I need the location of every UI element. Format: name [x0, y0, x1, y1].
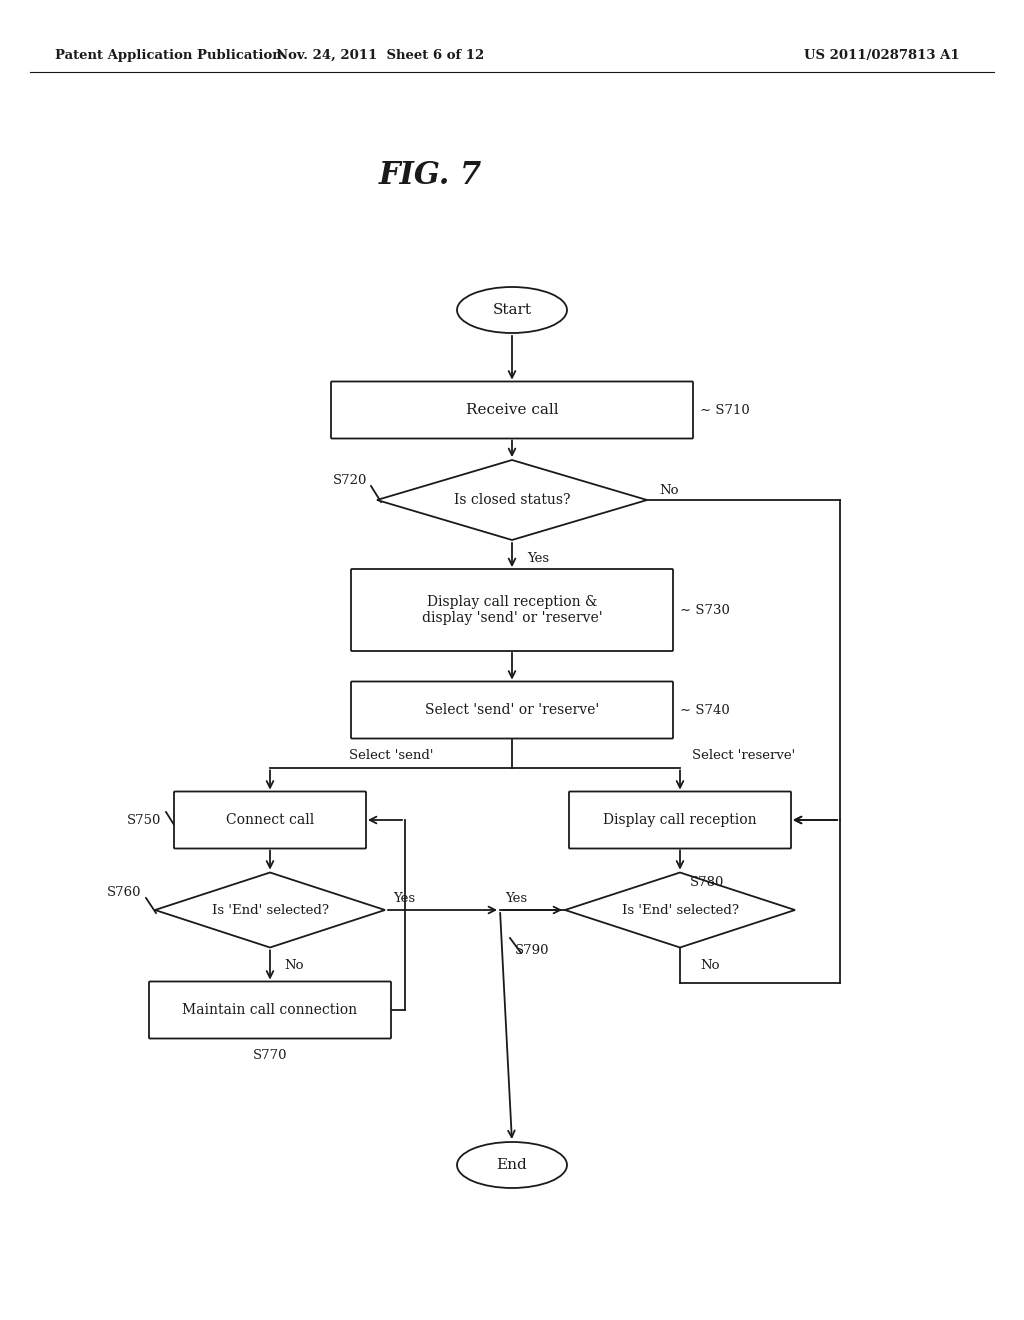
Text: US 2011/0287813 A1: US 2011/0287813 A1 — [805, 49, 961, 62]
Text: Connect call: Connect call — [226, 813, 314, 828]
Text: No: No — [700, 960, 720, 972]
Text: S720: S720 — [333, 474, 367, 487]
Text: FIG. 7: FIG. 7 — [379, 160, 481, 190]
Text: End: End — [497, 1158, 527, 1172]
Text: Yes: Yes — [505, 891, 527, 904]
Text: S780: S780 — [690, 875, 724, 888]
FancyBboxPatch shape — [331, 381, 693, 438]
Text: No: No — [659, 483, 679, 496]
Polygon shape — [377, 459, 647, 540]
Ellipse shape — [457, 286, 567, 333]
Text: ∼ S740: ∼ S740 — [680, 704, 730, 717]
Ellipse shape — [457, 1142, 567, 1188]
FancyBboxPatch shape — [569, 792, 791, 849]
Text: Display call reception &
display 'send' or 'reserve': Display call reception & display 'send' … — [422, 595, 602, 626]
Text: Select 'reserve': Select 'reserve' — [692, 748, 796, 762]
Text: Is 'End' selected?: Is 'End' selected? — [212, 903, 329, 916]
Polygon shape — [155, 873, 385, 948]
Text: Nov. 24, 2011  Sheet 6 of 12: Nov. 24, 2011 Sheet 6 of 12 — [275, 49, 484, 62]
Text: Patent Application Publication: Patent Application Publication — [55, 49, 282, 62]
Text: ∼ S710: ∼ S710 — [700, 404, 750, 417]
Text: Start: Start — [493, 304, 531, 317]
Text: Display call reception: Display call reception — [603, 813, 757, 828]
Text: Yes: Yes — [527, 552, 549, 565]
Text: Select 'send': Select 'send' — [349, 748, 433, 762]
FancyBboxPatch shape — [351, 569, 673, 651]
Text: S750: S750 — [127, 813, 161, 826]
Text: S770: S770 — [253, 1049, 288, 1063]
Text: Is closed status?: Is closed status? — [454, 492, 570, 507]
Text: No: No — [284, 960, 303, 972]
Text: Select 'send' or 'reserve': Select 'send' or 'reserve' — [425, 704, 599, 717]
FancyBboxPatch shape — [351, 681, 673, 738]
Text: ∼ S730: ∼ S730 — [680, 603, 730, 616]
Text: Yes: Yes — [393, 891, 415, 904]
FancyBboxPatch shape — [174, 792, 366, 849]
Polygon shape — [565, 873, 795, 948]
FancyBboxPatch shape — [150, 982, 391, 1039]
Text: Receive call: Receive call — [466, 403, 558, 417]
Text: Maintain call connection: Maintain call connection — [182, 1003, 357, 1016]
Text: S760: S760 — [106, 886, 141, 899]
Text: S790: S790 — [515, 944, 550, 957]
Text: Is 'End' selected?: Is 'End' selected? — [622, 903, 738, 916]
